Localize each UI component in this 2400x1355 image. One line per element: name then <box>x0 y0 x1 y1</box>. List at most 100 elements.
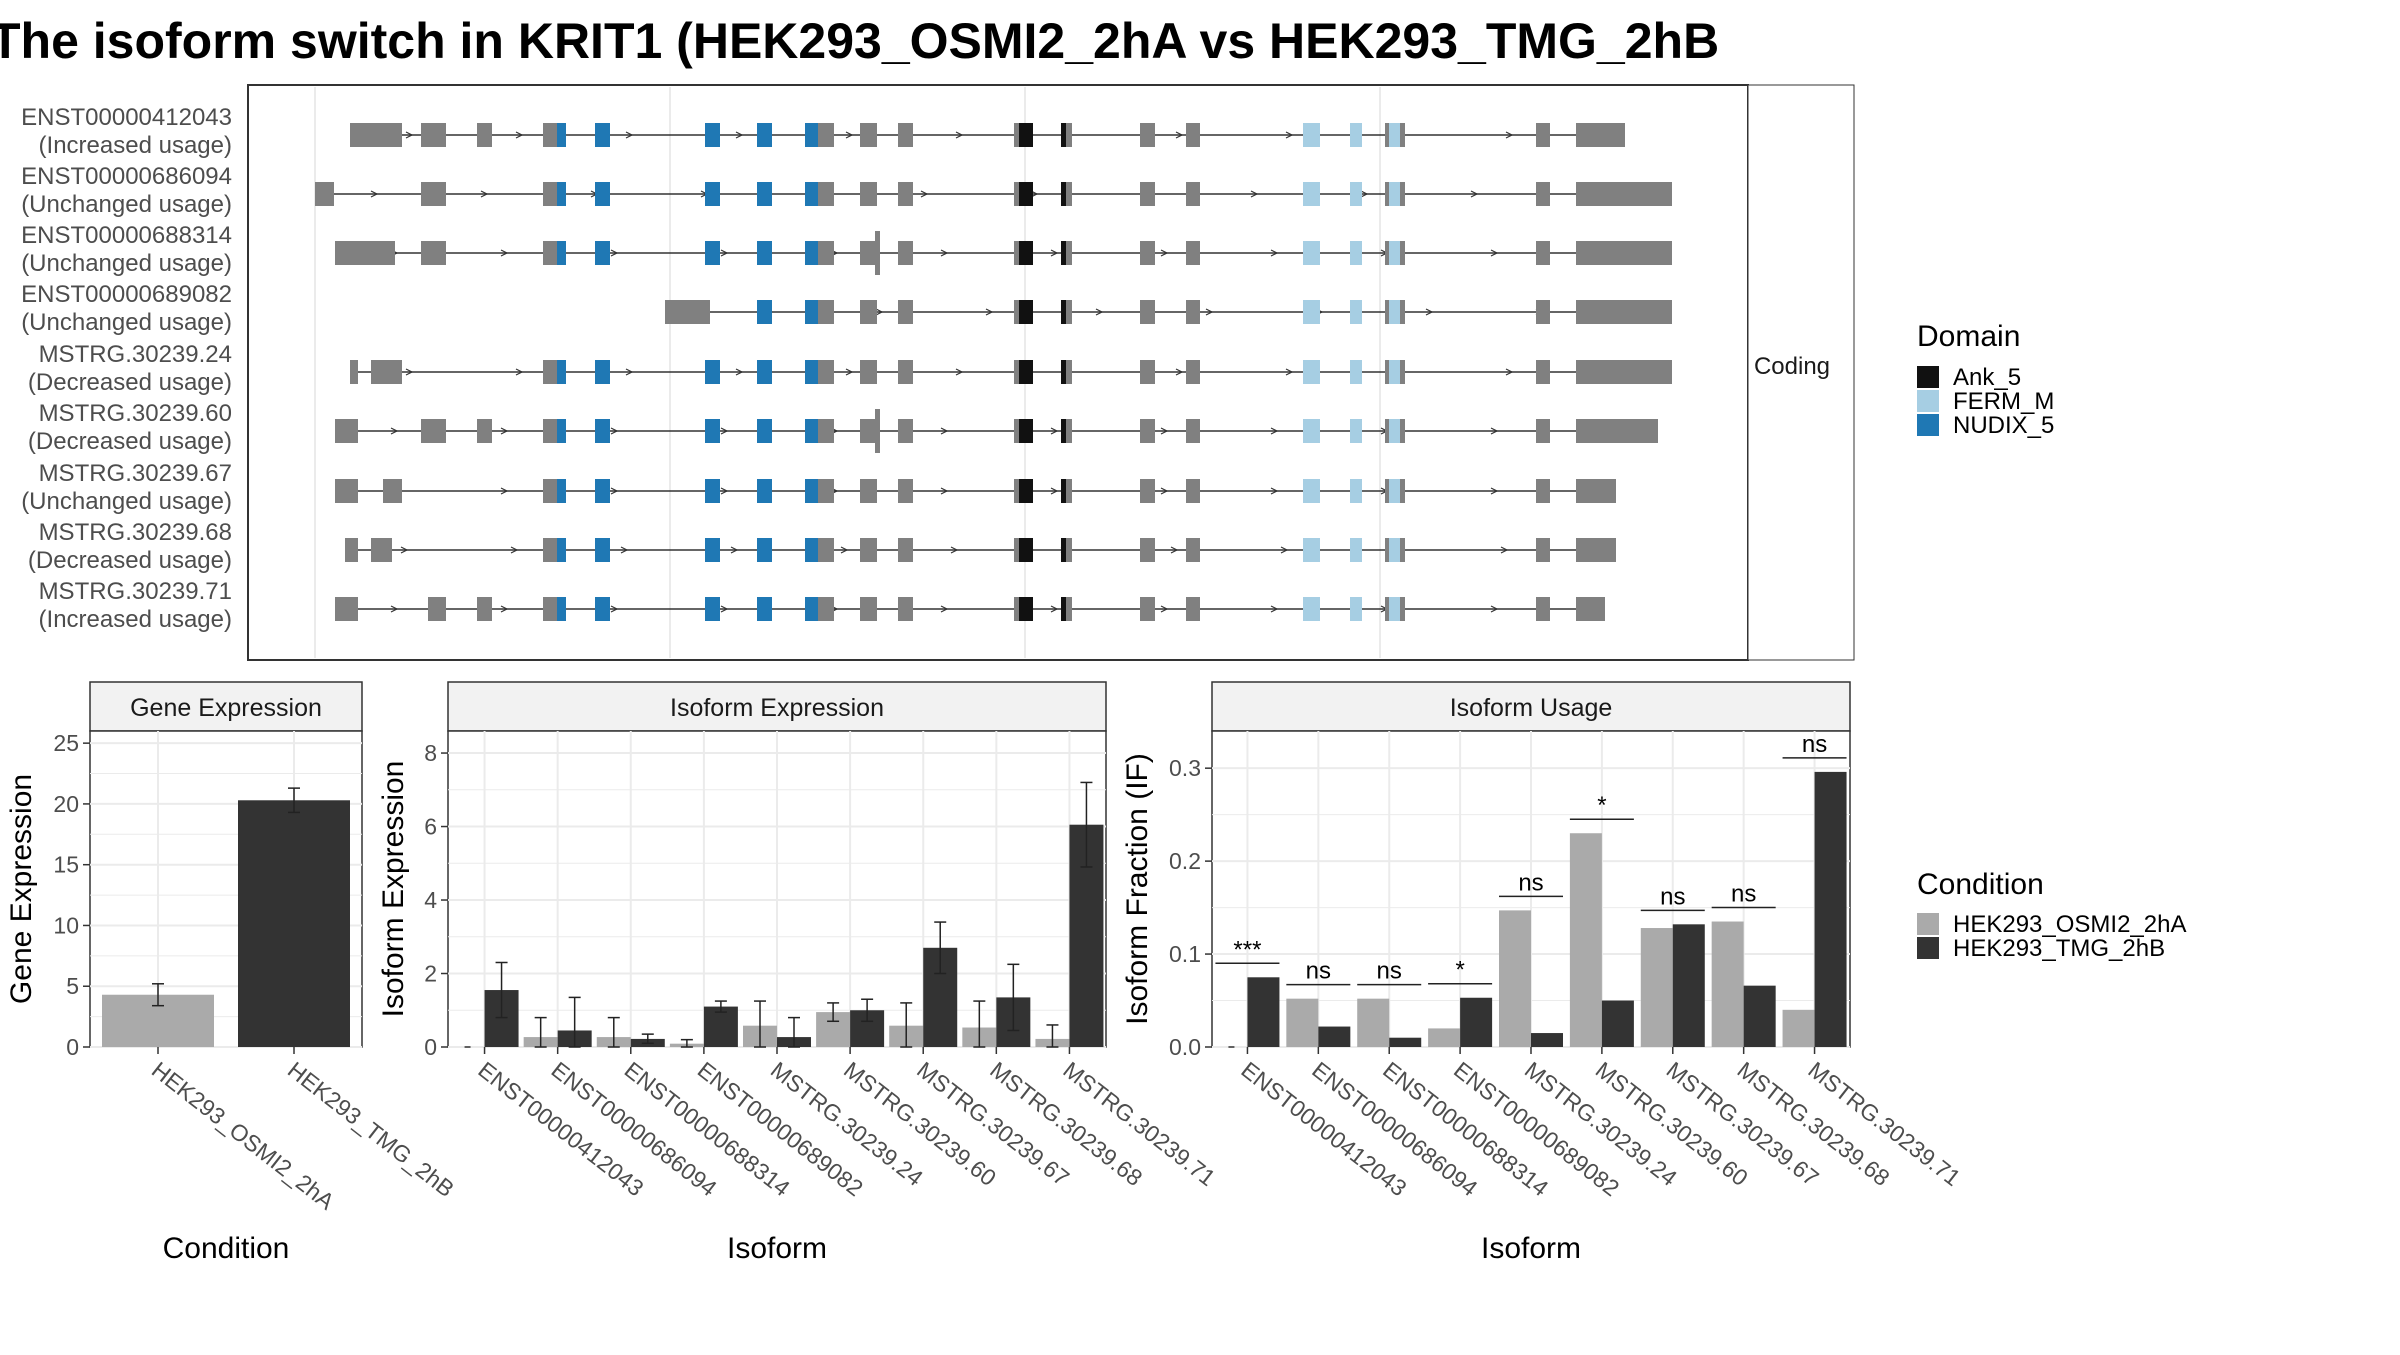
strand-arrow <box>1170 546 1179 554</box>
exon-block <box>1400 597 1405 621</box>
domain-block-FERM_M <box>1389 538 1400 562</box>
domain-block-FERM_M <box>1350 538 1362 562</box>
strand-arrow <box>735 368 744 376</box>
strand-arrow <box>625 131 634 139</box>
exon-block <box>1536 300 1550 324</box>
significance-label: ns <box>1377 958 1402 985</box>
isoform-track <box>345 538 1616 562</box>
exon-block <box>1536 360 1550 384</box>
chart-strip <box>447 681 1107 732</box>
exon-block <box>1400 182 1405 206</box>
exon-block <box>1536 538 1550 562</box>
isoform-usage-label: (Unchanged usage) <box>21 488 232 515</box>
strand-arrow <box>920 190 929 198</box>
isoform-expression-chart: Isoform Expression02468ENST00000412043EN… <box>377 681 1220 1265</box>
y-axis-label: Gene Expression <box>5 774 38 1004</box>
strand-arrow <box>1050 427 1059 435</box>
exon-block <box>1400 360 1405 384</box>
exon-block <box>1576 479 1586 503</box>
domain-block-FERM_M <box>1350 123 1362 147</box>
exon-block <box>860 123 877 147</box>
y-tick-label: 0.1 <box>1169 941 1201 967</box>
domain-block-NUDIX_5 <box>805 419 818 443</box>
exon-block <box>543 597 557 621</box>
y-tick-label: 5 <box>66 973 79 999</box>
domain-block-NUDIX_5 <box>705 419 720 443</box>
exon-block <box>860 360 877 384</box>
strand-arrow <box>500 249 509 257</box>
exon-block <box>1014 123 1019 147</box>
strand-arrow <box>845 131 854 139</box>
domain-block-FERM_M <box>1303 182 1320 206</box>
exon-block <box>1014 182 1019 206</box>
exon-block <box>477 419 492 443</box>
y-axis-label: Isoform Expression <box>377 761 410 1018</box>
domain-legend-label: NUDIX_5 <box>1953 412 2054 439</box>
exon-block <box>898 241 913 265</box>
chart-title: Isoform Usage <box>1450 694 1613 722</box>
domain-block-FERM_M <box>1389 360 1400 384</box>
exon-block <box>1066 538 1072 562</box>
strand-arrow <box>1500 546 1509 554</box>
strand-arrow <box>1175 368 1184 376</box>
exon-block <box>1014 419 1019 443</box>
y-tick-label: 0 <box>424 1034 437 1060</box>
domain-block-Ank_5 <box>1019 360 1033 384</box>
y-tick-label: 6 <box>424 814 437 840</box>
exon-block <box>383 479 402 503</box>
bar <box>1318 1026 1351 1047</box>
exon-block <box>1140 597 1155 621</box>
strand-arrow <box>1050 249 1059 257</box>
exon-block <box>818 300 834 324</box>
domain-block-NUDIX_5 <box>557 419 566 443</box>
exon-block <box>1385 182 1389 206</box>
exon-block <box>818 182 834 206</box>
domain-block-Ank_5 <box>1019 300 1033 324</box>
exon-block <box>428 597 446 621</box>
exon-block <box>335 419 358 443</box>
bar <box>1286 998 1319 1047</box>
domain-block-NUDIX_5 <box>557 597 566 621</box>
domain-block-FERM_M <box>1303 419 1320 443</box>
domain-block-Ank_5 <box>1061 241 1066 265</box>
isoform-usage-label: (Decreased usage) <box>28 369 232 396</box>
exon-block <box>350 360 358 384</box>
strand-arrow <box>955 131 964 139</box>
exon-block <box>1140 419 1155 443</box>
x-axis-label: Isoform <box>1481 1232 1581 1265</box>
condition-legend-label: HEK293_OSMI2_2hA <box>1953 911 2186 938</box>
strand-arrow <box>515 368 524 376</box>
exon-block <box>1014 241 1019 265</box>
domain-block-NUDIX_5 <box>757 419 772 443</box>
y-tick-label: 4 <box>424 887 437 913</box>
exon-block <box>421 182 446 206</box>
exon-block <box>860 538 877 562</box>
exon-block <box>421 241 446 265</box>
exon-block <box>860 597 877 621</box>
domain-block-Ank_5 <box>1061 479 1066 503</box>
exon-block <box>875 409 880 453</box>
exon-block <box>371 360 402 384</box>
bar <box>1814 771 1847 1047</box>
strand-arrow <box>940 487 949 495</box>
domain-block-NUDIX_5 <box>557 360 566 384</box>
exon-block <box>1140 479 1155 503</box>
domain-block-FERM_M <box>1350 479 1362 503</box>
domain-block-NUDIX_5 <box>805 479 818 503</box>
last-exon-block <box>1586 360 1672 384</box>
domain-block-FERM_M <box>1389 479 1400 503</box>
strand-arrow <box>730 546 739 554</box>
exon-block <box>1186 300 1200 324</box>
exon-block <box>875 231 880 275</box>
exon-block <box>1400 241 1405 265</box>
domain-block-NUDIX_5 <box>757 597 772 621</box>
structure-strip-label: Coding <box>1754 353 1830 380</box>
exon-block <box>1014 479 1019 503</box>
exon-block <box>1400 300 1405 324</box>
exon-block <box>1576 538 1586 562</box>
strand-arrow <box>1270 487 1279 495</box>
domain-block-FERM_M <box>1303 241 1320 265</box>
strand-arrow <box>1250 190 1259 198</box>
